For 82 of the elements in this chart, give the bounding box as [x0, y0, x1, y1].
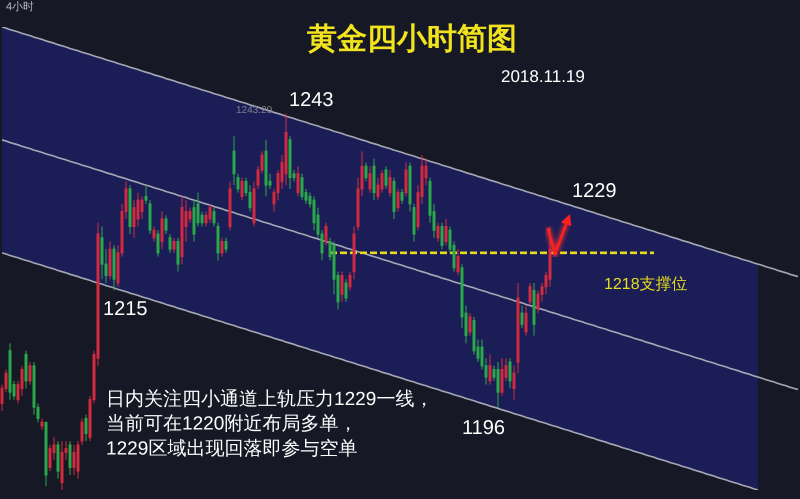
candlestick	[404, 162, 408, 197]
candlestick	[212, 207, 216, 227]
candlestick	[240, 177, 244, 201]
candlestick	[528, 282, 532, 306]
candlestick	[400, 188, 404, 204]
candlestick	[364, 162, 368, 182]
candlestick	[284, 113, 288, 186]
candlestick	[228, 180, 232, 231]
candlestick	[444, 218, 448, 246]
candlestick	[532, 282, 536, 336]
candlestick	[148, 200, 152, 235]
series-label: 1218支撑位	[604, 275, 688, 293]
candlestick	[24, 350, 28, 389]
candlestick	[80, 418, 84, 446]
candlestick	[60, 440, 64, 490]
candlestick	[348, 271, 352, 291]
candlestick	[344, 278, 348, 302]
candlestick	[76, 440, 80, 480]
candlestick	[288, 136, 292, 190]
annotation: 1229	[572, 180, 616, 202]
candlestick	[524, 305, 528, 336]
candlestick	[396, 188, 400, 212]
candlestick	[372, 158, 376, 201]
candlestick	[388, 170, 392, 197]
candlestick	[68, 440, 72, 476]
candlestick	[112, 244, 116, 291]
text: 1243	[289, 89, 334, 111]
candlestick	[252, 180, 256, 227]
candlestick	[236, 173, 240, 194]
candlestick	[156, 230, 160, 258]
candlestick	[208, 203, 212, 224]
annotation: 1196	[462, 417, 506, 439]
candlestick	[8, 342, 12, 400]
candlestick	[56, 440, 60, 480]
candlestick	[100, 226, 104, 280]
candlestick	[264, 139, 268, 197]
text: 4小时	[6, 0, 34, 13]
candlestick	[44, 422, 48, 487]
candlestick	[468, 312, 472, 336]
candlestick	[384, 166, 388, 190]
candlestick	[164, 214, 168, 235]
chart-title: 黄金四小时简图	[307, 22, 517, 56]
candlestick	[84, 414, 88, 442]
candlestick	[128, 184, 132, 235]
candlestick	[152, 226, 156, 242]
candlestick	[324, 222, 328, 246]
candlestick	[224, 237, 228, 254]
candlestick	[516, 282, 520, 374]
candlestick	[220, 237, 224, 258]
candlestick	[408, 162, 412, 212]
candlestick	[40, 418, 44, 430]
candlestick	[512, 365, 516, 400]
candlestick	[340, 271, 344, 302]
candlestick	[508, 358, 512, 389]
chart-subtitle: 2018.11.19	[501, 67, 585, 86]
candlestick	[412, 203, 416, 242]
candlestick	[144, 184, 148, 204]
annotation: 日内关注四小通道上轨压力1229一线，当前可在1220附近布局多单，1229区域出现回落即参与空单	[106, 388, 434, 460]
candlestick	[172, 237, 176, 254]
candlestick	[488, 354, 492, 386]
candlestick	[352, 226, 356, 280]
candlestick	[176, 237, 180, 272]
candlestick	[368, 166, 372, 194]
candlestick	[520, 305, 524, 329]
annotation: 1215	[103, 298, 148, 320]
candlestick	[168, 234, 172, 254]
candlestick	[500, 358, 504, 396]
annotation: 1243.20	[236, 105, 273, 116]
candlestick	[160, 210, 164, 250]
candlestick	[108, 241, 112, 280]
candlestick	[496, 362, 500, 408]
candlestick	[72, 444, 76, 476]
candlestick	[440, 222, 444, 250]
candlestick	[28, 362, 32, 386]
candlestick	[456, 248, 460, 276]
candlestick	[300, 173, 304, 201]
candlestick	[232, 136, 236, 186]
candlestick	[216, 222, 220, 261]
candlestick	[436, 222, 440, 242]
candlestick	[392, 177, 396, 220]
candlestick	[296, 166, 300, 197]
candlestick	[180, 196, 184, 265]
